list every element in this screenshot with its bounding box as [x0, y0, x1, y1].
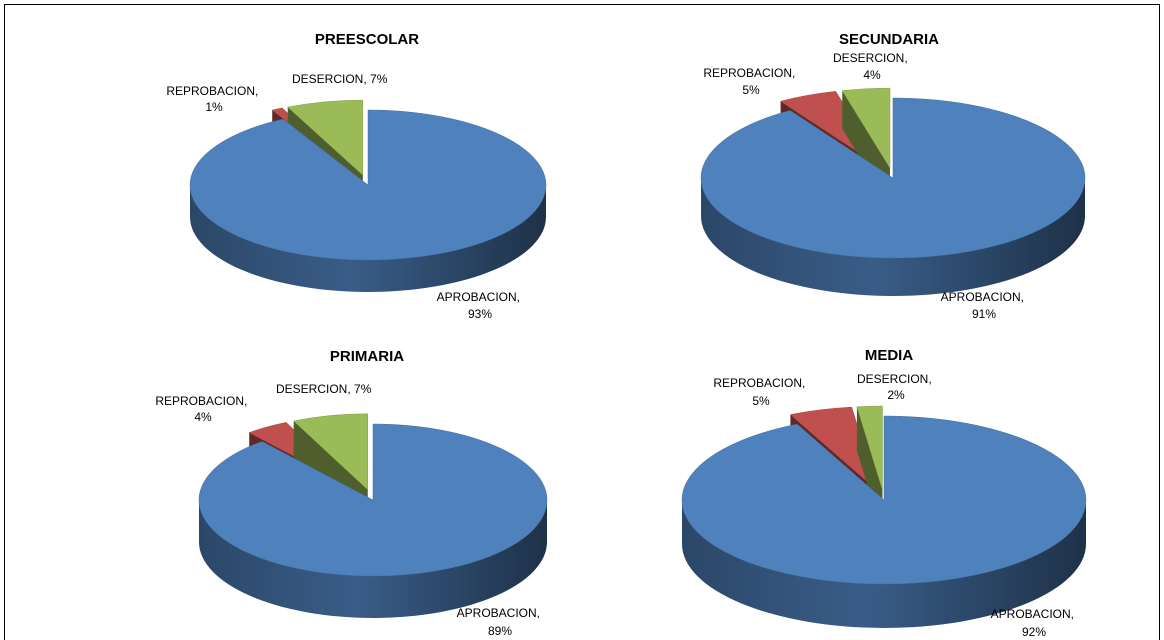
svg-text:REPROBACION, 1%: REPROBACION, 1% [166, 84, 261, 114]
svg-text:DESERCION, 7%: DESERCION, 7% [276, 382, 372, 396]
pie-slice-aprobacion [198, 423, 548, 618]
chart-title: MEDIA [865, 347, 914, 364]
svg-text:APROBACION, 93%: APROBACION, 93% [437, 290, 524, 321]
slice-label-desercion: DESERCION [857, 372, 928, 386]
data-label-desercion: 7% [354, 382, 372, 396]
slice-label-aprobacion: APROBACION [941, 290, 1021, 304]
slice-side-wall [199, 500, 547, 618]
pie-chart-secundaria: SECUNDARIA APROBACION, 91% REPROBACION, … [700, 31, 1086, 321]
pie-area [189, 99, 547, 292]
slice-top-aprobacion [700, 97, 1086, 259]
svg-text:APROBACION, 91%: APROBACION, 91% [941, 290, 1028, 321]
slice-label-desercion: DESERCION [276, 382, 347, 396]
data-label-reprobacion: 1% [205, 100, 223, 114]
pie-slice-aprobacion [189, 109, 547, 292]
slice-top-aprobacion [681, 415, 1087, 585]
data-label-reprobacion: 4% [194, 410, 212, 424]
slice-label-reprobacion: REPROBACION [155, 394, 244, 408]
slice-label-desercion: DESERCION [833, 51, 904, 65]
slice-label-aprobacion: APROBACION [991, 607, 1071, 621]
pie-chart-media: MEDIA APROBACION, 92% REPROBACION, 5% DE… [681, 347, 1087, 639]
pie-slice-aprobacion [681, 415, 1087, 628]
slice-top-aprobacion [198, 423, 548, 577]
slice-side-wall [682, 500, 1086, 628]
slice-top-desercion [287, 99, 364, 176]
slice-label-reprobacion: REPROBACION [713, 376, 802, 390]
data-label-reprobacion: 5% [742, 83, 760, 97]
slice-label-desercion: DESERCION [292, 72, 363, 86]
data-label-desercion: 2% [887, 388, 905, 402]
slice-label-reprobacion: REPROBACION [166, 84, 255, 98]
data-label-desercion: 4% [863, 68, 881, 82]
slice-top-desercion [856, 405, 883, 491]
slice-label-reprobacion: REPROBACION [703, 66, 792, 80]
data-label-reprobacion: 5% [752, 394, 770, 408]
svg-text:REPROBACION, 5%: REPROBACION, 5% [703, 66, 798, 97]
svg-text:DESERCION, 4%: DESERCION, 4% [833, 51, 911, 82]
data-label-desercion: 7% [370, 72, 388, 86]
slice-side-wall [190, 185, 546, 292]
pie-slice-aprobacion [700, 97, 1086, 296]
chart-title: PREESCOLAR [315, 31, 419, 48]
slice-top-desercion [841, 87, 891, 169]
svg-text:APROBACION, 89%: APROBACION, 89% [457, 606, 544, 638]
slice-top-desercion [293, 413, 369, 491]
slice-top-reprobacion [789, 406, 878, 492]
pie-chart-preescolar: PREESCOLAR APROBACION, 93% REPROBACION, … [166, 31, 547, 321]
slice-top-aprobacion [189, 109, 547, 261]
svg-text:DESERCION, 7%: DESERCION, 7% [292, 72, 388, 86]
data-label-aprobacion: 92% [1022, 625, 1046, 639]
chart-title: PRIMARIA [330, 348, 404, 365]
pie-chart-primaria: PRIMARIA APROBACION, 89% REPROBACION, 4%… [155, 348, 548, 638]
slice-label-aprobacion: APROBACION [437, 290, 517, 304]
data-label-aprobacion: 91% [972, 307, 996, 321]
pie-area [198, 413, 548, 618]
chart-frame [4, 4, 1160, 640]
svg-text:REPROBACION, 4%: REPROBACION, 4% [155, 394, 250, 424]
data-label-aprobacion: 89% [488, 624, 512, 638]
svg-text:REPROBACION, 5%: REPROBACION, 5% [713, 376, 808, 408]
svg-text:APROBACION, 92%: APROBACION, 92% [991, 607, 1078, 639]
chart-title: SECUNDARIA [839, 31, 939, 48]
data-label-aprobacion: 93% [468, 307, 492, 321]
slice-label-aprobacion: APROBACION [457, 606, 537, 620]
svg-text:DESERCION, 2%: DESERCION, 2% [857, 372, 935, 402]
slice-side-wall [701, 178, 1085, 296]
pie-area [700, 87, 1086, 296]
pie-area [681, 405, 1087, 628]
